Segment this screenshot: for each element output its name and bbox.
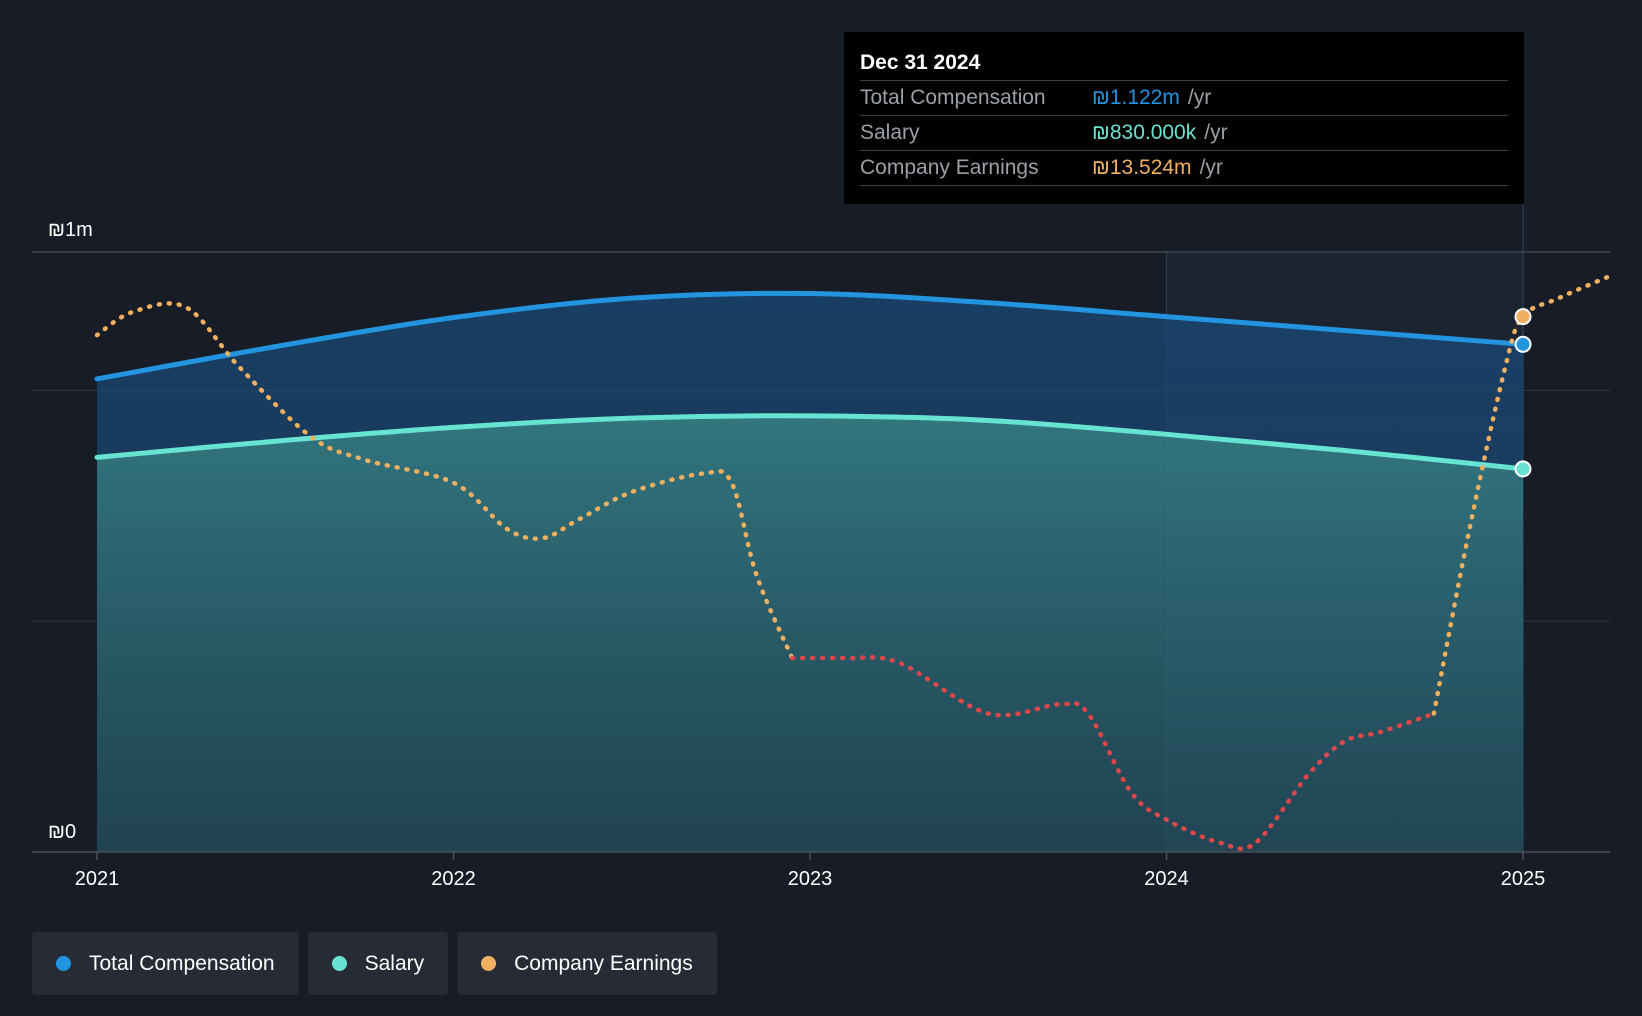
- total-compensation-line: [94, 290, 1526, 382]
- tooltip-value: ₪1.122m: [1092, 86, 1180, 109]
- legend-item-company-earnings[interactable]: Company Earnings: [457, 932, 717, 995]
- company-earnings-line: [1431, 272, 1615, 716]
- tooltip-row-total-compensation: Total Compensation ₪1.122m /yr: [860, 81, 1508, 116]
- company-earnings-point: [1514, 308, 1532, 326]
- legend-dot-icon: [481, 956, 497, 971]
- legend-dot-icon: [56, 956, 71, 971]
- x-tick-label: 2023: [788, 868, 833, 890]
- y-axis-label: ₪0: [48, 821, 76, 843]
- legend-label: Total Compensation: [89, 951, 275, 975]
- company-earnings-line-negative: [789, 655, 1437, 852]
- legend-dot-icon: [331, 956, 347, 971]
- tooltip-unit: /yr: [1199, 156, 1223, 179]
- legend-item-salary[interactable]: Salary: [307, 932, 449, 995]
- legend-label: Company Earnings: [514, 951, 693, 975]
- salary-line: [94, 413, 1526, 472]
- tooltip-value: ₪830.000k: [1092, 121, 1197, 144]
- x-tick-label: 2024: [1144, 868, 1189, 890]
- total-compensation-point: [1514, 335, 1532, 353]
- tooltip-panel: Dec 31 2024 Total Compensation ₪1.122m /…: [844, 32, 1524, 204]
- tooltip-unit: /yr: [1204, 121, 1228, 144]
- salary-point: [1514, 460, 1532, 478]
- tooltip-unit: /yr: [1187, 86, 1212, 109]
- salary-area: [97, 415, 1523, 852]
- tooltip-label: Salary: [860, 121, 920, 144]
- legend-label: Salary: [364, 951, 425, 975]
- y-axis-label: ₪1m: [48, 219, 93, 241]
- x-tick-label: 2025: [1501, 868, 1546, 890]
- x-tick-label: 2021: [75, 868, 120, 890]
- tooltip-label: Total Compensation: [860, 86, 1046, 109]
- x-tick-label: 2022: [431, 868, 476, 890]
- tooltip-value: ₪13.524m: [1092, 156, 1192, 179]
- tooltip-label: Company Earnings: [860, 156, 1039, 179]
- tooltip-row-salary: Salary ₪830.000k /yr: [860, 116, 1508, 151]
- legend: Total Compensation Salary Company Earnin…: [32, 932, 717, 995]
- tooltip-date: Dec 31 2024: [860, 46, 1508, 81]
- tooltip-row-company-earnings: Company Earnings ₪13.524m /yr: [860, 151, 1508, 186]
- company-earnings-line: [94, 301, 795, 661]
- legend-item-total-compensation[interactable]: Total Compensation: [32, 932, 299, 995]
